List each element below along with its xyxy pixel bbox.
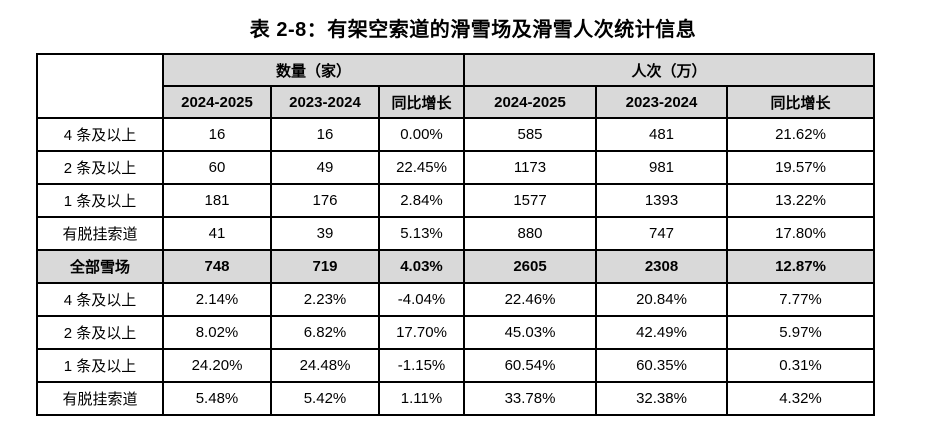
cell: 181 — [162, 183, 272, 218]
cell: 32.38% — [595, 381, 728, 416]
cell: -4.04% — [378, 282, 465, 317]
cell: 0.00% — [378, 117, 465, 152]
cell: 60.54% — [463, 348, 597, 383]
cell: 2.84% — [378, 183, 465, 218]
cell: 5.97% — [726, 315, 875, 350]
cell: 5.13% — [378, 216, 465, 251]
cell: 1.11% — [378, 381, 465, 416]
stats-table: 数量（家） 人次（万） 2024-2025 2023-2024 同比增长 202… — [36, 53, 875, 416]
cell: 22.46% — [463, 282, 597, 317]
row-label: 有脱挂索道 — [36, 216, 164, 251]
cell: 60.35% — [595, 348, 728, 383]
cell: 5.42% — [270, 381, 380, 416]
cell: 6.82% — [270, 315, 380, 350]
group-header-row: 数量（家） 人次（万） — [36, 53, 875, 119]
col-header-qty-2024-2025: 2024-2025 — [162, 85, 272, 119]
cell: 21.62% — [726, 117, 875, 152]
table-title: 表 2-8：有架空索道的滑雪场及滑雪人次统计信息 — [249, 19, 697, 41]
row-label: 2 条及以上 — [36, 315, 164, 350]
cell: 2.14% — [162, 282, 272, 317]
table-row: 有脱挂索道 5.48% 5.42% 1.11% 33.78% 32.38% 4.… — [36, 381, 875, 416]
col-header-qty-yoy: 同比增长 — [378, 85, 465, 119]
cell: 1393 — [595, 183, 728, 218]
group-header-visits: 人次（万） — [463, 53, 875, 87]
cell: 585 — [463, 117, 597, 152]
table-row: 4 条及以上 16 16 0.00% 585 481 21.62% — [36, 117, 875, 152]
column-header-row: 2024-2025 2023-2024 同比增长 2024-2025 2023-… — [37, 85, 875, 119]
table-row-total: 全部雪场 748 719 4.03% 2605 2308 12.87% — [36, 249, 875, 284]
cell: 747 — [595, 216, 728, 251]
col-header-visits-2023-2024: 2023-2024 — [595, 85, 728, 119]
col-header-qty-2023-2024: 2023-2024 — [270, 85, 380, 119]
cell: 17.80% — [726, 216, 875, 251]
row-label: 2 条及以上 — [36, 150, 164, 185]
table-row: 1 条及以上 181 176 2.84% 1577 1393 13.22% — [36, 183, 875, 218]
table-row: 有脱挂索道 41 39 5.13% 880 747 17.80% — [36, 216, 875, 251]
cell: 24.20% — [162, 348, 272, 383]
cell: 42.49% — [595, 315, 728, 350]
cell: 4.32% — [726, 381, 875, 416]
cell: 20.84% — [595, 282, 728, 317]
row-label: 4 条及以上 — [36, 117, 164, 152]
cell: 981 — [595, 150, 728, 185]
cell: 60 — [162, 150, 272, 185]
table-row: 1 条及以上 24.20% 24.48% -1.15% 60.54% 60.35… — [36, 348, 875, 383]
group-header-quantity: 数量（家） — [162, 53, 465, 87]
row-label: 有脱挂索道 — [36, 381, 164, 416]
cell: 1577 — [463, 183, 597, 218]
cell: -1.15% — [378, 348, 465, 383]
col-header-visits-2024-2025: 2024-2025 — [463, 85, 597, 119]
cell: 8.02% — [162, 315, 272, 350]
table-row: 2 条及以上 60 49 22.45% 1173 981 19.57% — [36, 150, 875, 185]
cell: 1173 — [463, 150, 597, 185]
cell: 748 — [162, 249, 272, 284]
cell: 39 — [270, 216, 380, 251]
cell: 2.23% — [270, 282, 380, 317]
cell: 176 — [270, 183, 380, 218]
cell: 16 — [270, 117, 380, 152]
cell: 17.70% — [378, 315, 465, 350]
cell: 5.48% — [162, 381, 272, 416]
cell: 33.78% — [463, 381, 597, 416]
cell: 13.22% — [726, 183, 875, 218]
row-label: 1 条及以上 — [36, 183, 164, 218]
cell: 481 — [595, 117, 728, 152]
row-label: 1 条及以上 — [36, 348, 164, 383]
cell: 2605 — [463, 249, 597, 284]
table-row: 4 条及以上 2.14% 2.23% -4.04% 22.46% 20.84% … — [36, 282, 875, 317]
cell: 19.57% — [726, 150, 875, 185]
cell: 0.31% — [726, 348, 875, 383]
cell: 49 — [270, 150, 380, 185]
cell: 4.03% — [378, 249, 465, 284]
cell: 16 — [162, 117, 272, 152]
col-header-visits-yoy: 同比增长 — [726, 85, 875, 119]
cell: 45.03% — [463, 315, 597, 350]
cell: 719 — [270, 249, 380, 284]
corner-cell — [36, 53, 164, 119]
cell: 12.87% — [726, 249, 875, 284]
cell: 24.48% — [270, 348, 380, 383]
cell: 2308 — [595, 249, 728, 284]
row-label: 全部雪场 — [36, 249, 164, 284]
row-label: 4 条及以上 — [36, 282, 164, 317]
cell: 7.77% — [726, 282, 875, 317]
cell: 22.45% — [378, 150, 465, 185]
cell: 880 — [463, 216, 597, 251]
table-row: 2 条及以上 8.02% 6.82% 17.70% 45.03% 42.49% … — [36, 315, 875, 350]
cell: 41 — [162, 216, 272, 251]
